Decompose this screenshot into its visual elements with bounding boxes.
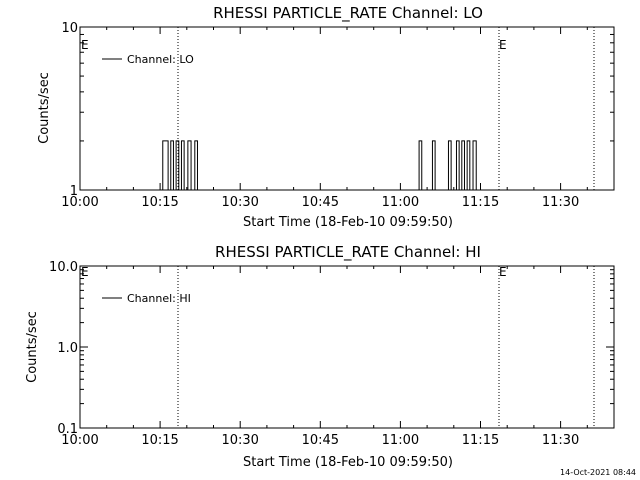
x-tick-label: 10:00 xyxy=(61,195,98,210)
x-tick-label: 10:15 xyxy=(141,195,178,210)
x-tick-label: 11:30 xyxy=(542,195,579,210)
x-tick-label: 11:30 xyxy=(542,433,579,448)
series-line-channel-lo xyxy=(160,140,477,191)
x-axis-label-lo: Start Time (18-Feb-10 09:59:50) xyxy=(243,215,453,230)
event-marker-lo-2: E xyxy=(499,38,507,52)
event-marker-hi-2: E xyxy=(499,265,507,279)
y-axis-label-lo: Counts/sec xyxy=(37,72,52,144)
legend-label-lo: Channel: LO xyxy=(127,53,194,66)
x-tick-label: 11:15 xyxy=(462,195,499,210)
y-tick-label: 0.1 xyxy=(57,422,78,437)
legend-label-hi: Channel: HI xyxy=(127,292,191,305)
plot-frame-lo xyxy=(79,26,615,191)
footer-timestamp: 14-Oct-2021 08:44 xyxy=(560,468,636,477)
x-tick-label: 10:30 xyxy=(221,433,258,448)
x-tick-label: 10:45 xyxy=(302,195,339,210)
x-tick-label: 10:30 xyxy=(221,195,258,210)
y-tick-label: 10.0 xyxy=(49,260,78,275)
panel-hi: RHESSI PARTICLE_RATE Channel: HI Counts/… xyxy=(25,243,615,470)
event-marker-hi-1: E xyxy=(81,265,89,279)
x-tick-label: 10:15 xyxy=(141,433,178,448)
x-tick-label: 10:00 xyxy=(61,433,98,448)
plot-frame-hi xyxy=(79,265,615,429)
x-tick-label: 11:00 xyxy=(382,433,419,448)
panel-lo: RHESSI PARTICLE_RATE Channel: LO Counts/… xyxy=(37,4,615,230)
y-tick-label: 1 xyxy=(70,184,78,199)
y-tick-label: 1.0 xyxy=(57,341,78,356)
x-tick-label: 11:15 xyxy=(462,433,499,448)
x-axis-label-hi: Start Time (18-Feb-10 09:59:50) xyxy=(243,455,453,470)
y-tick-label: 10 xyxy=(61,21,78,36)
chart-title-hi: RHESSI PARTICLE_RATE Channel: HI xyxy=(215,243,481,262)
chart-title-lo: RHESSI PARTICLE_RATE Channel: LO xyxy=(213,4,483,23)
event-marker-lo-1: E xyxy=(81,38,89,52)
y-axis-label-hi: Counts/sec xyxy=(25,311,40,383)
x-tick-label: 10:45 xyxy=(302,433,339,448)
x-tick-label: 11:00 xyxy=(382,195,419,210)
